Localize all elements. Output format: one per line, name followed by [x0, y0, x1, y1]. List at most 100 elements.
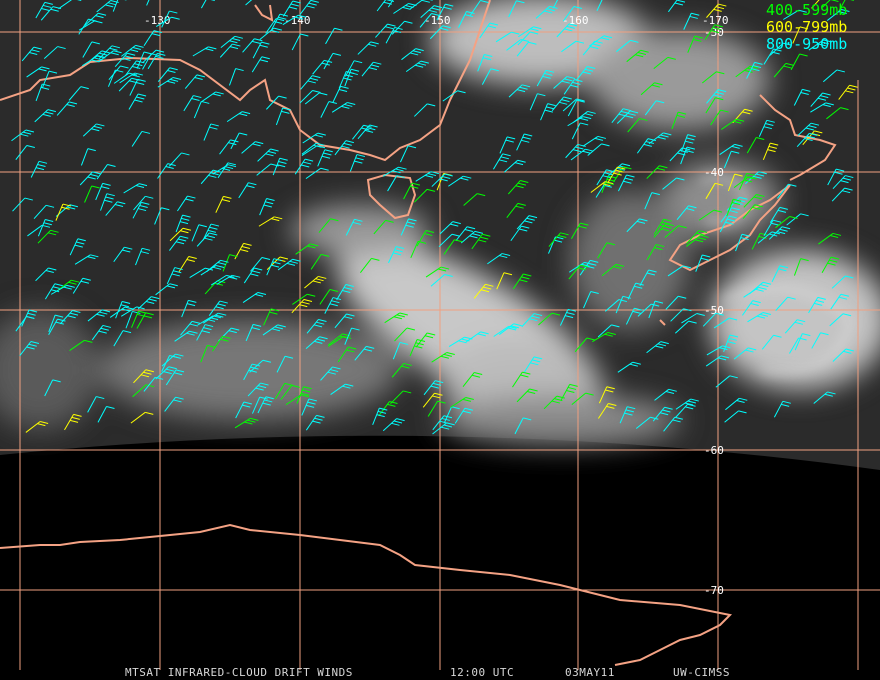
wind-barb	[477, 54, 493, 72]
barb-flag	[806, 135, 816, 139]
barb-flag	[120, 65, 129, 69]
wind-barb	[382, 166, 407, 177]
wind-barb	[282, 0, 301, 17]
barb-flag	[214, 282, 224, 286]
barb-flag	[266, 198, 275, 201]
barb-flag	[762, 312, 772, 316]
barb-flag	[45, 111, 54, 115]
wind-barb	[234, 417, 259, 429]
barb-flag	[124, 306, 133, 310]
barb-flag	[626, 174, 635, 178]
barb-flag	[284, 382, 293, 386]
barb-flag	[656, 167, 666, 171]
barb-flag	[301, 301, 310, 305]
barb-staff	[665, 295, 679, 310]
barb-flag	[580, 117, 589, 121]
barb-flag	[510, 325, 520, 329]
barb-staff	[143, 377, 156, 392]
barb-flag	[317, 132, 326, 136]
wind-barb	[95, 182, 111, 201]
barb-flag	[136, 82, 145, 86]
barb-flag	[606, 386, 615, 390]
wind-barb	[12, 197, 33, 212]
wind-barb	[113, 246, 133, 263]
barb-flag	[169, 10, 178, 14]
barb-staff	[430, 274, 446, 287]
barb-flag	[122, 330, 132, 334]
barb-staff	[811, 332, 821, 349]
wind-barb	[55, 203, 72, 221]
barb-flag	[778, 268, 787, 272]
barb-flag	[424, 174, 434, 178]
barb-flag	[167, 80, 176, 84]
wind-barb	[68, 86, 89, 101]
wind-barb	[686, 230, 708, 244]
wind-barb	[597, 242, 616, 259]
wind-barb	[318, 218, 339, 233]
wind-barb	[701, 71, 725, 84]
wind-barb	[702, 312, 724, 327]
barb-flag	[262, 359, 272, 363]
barb-flag	[809, 132, 818, 136]
wind-barb	[462, 372, 483, 387]
barb-flag	[210, 123, 219, 127]
wind-barb	[626, 218, 648, 233]
barb-flag	[483, 286, 492, 290]
barb-flag	[830, 0, 839, 2]
barb-flag	[451, 233, 461, 237]
barb-flag	[175, 241, 185, 245]
barb-staff	[419, 13, 432, 28]
barb-flag	[166, 368, 175, 372]
wind-barb	[334, 313, 355, 329]
barb-flag	[369, 124, 378, 128]
barb-flag	[430, 171, 440, 175]
barb-flag	[104, 199, 113, 203]
wind-barb	[177, 195, 196, 212]
wind-barb	[758, 119, 775, 137]
wind-barb	[818, 232, 842, 245]
wind-barb	[448, 175, 472, 187]
barb-staff	[305, 167, 321, 180]
barb-flag	[145, 411, 154, 415]
barb-flag	[128, 72, 138, 76]
wind-barb	[757, 231, 781, 244]
wind-barb	[583, 291, 599, 309]
barb-staff	[391, 20, 405, 35]
barb-flag	[444, 173, 453, 177]
barb-staff	[108, 65, 121, 81]
barb-flag	[361, 127, 370, 131]
barb-flag	[827, 262, 836, 266]
barb-flag	[586, 265, 595, 269]
barb-flag	[570, 84, 579, 88]
barb-flag	[221, 167, 231, 171]
barb-staff	[210, 274, 227, 286]
barb-flag	[262, 402, 271, 406]
barb-flag	[660, 341, 669, 345]
barb-flag	[487, 25, 497, 29]
barb-flag	[714, 182, 724, 186]
wind-barb	[423, 380, 444, 396]
barb-flag	[230, 139, 239, 143]
wind-barb	[590, 181, 614, 193]
wind-barb	[305, 167, 329, 180]
wind-barb	[646, 165, 668, 179]
barb-flag	[516, 89, 526, 93]
barb-flag	[105, 4, 114, 8]
barb-flag	[499, 255, 508, 259]
barb-staff	[786, 213, 801, 226]
barb-flag	[94, 20, 103, 24]
barb-flag	[729, 317, 738, 321]
barb-flag	[167, 69, 176, 73]
wind-barb	[58, 0, 82, 10]
barb-flag	[682, 265, 692, 269]
barb-staff	[97, 406, 107, 423]
wind-barb	[200, 169, 222, 185]
barb-flag	[410, 52, 419, 56]
barb-flag	[393, 252, 402, 256]
barb-flag	[47, 232, 57, 236]
barb-staff	[78, 20, 95, 31]
barb-flag	[223, 195, 232, 199]
barb-flag	[789, 216, 798, 219]
wind-barb	[304, 92, 328, 105]
barb-flag	[321, 155, 331, 159]
